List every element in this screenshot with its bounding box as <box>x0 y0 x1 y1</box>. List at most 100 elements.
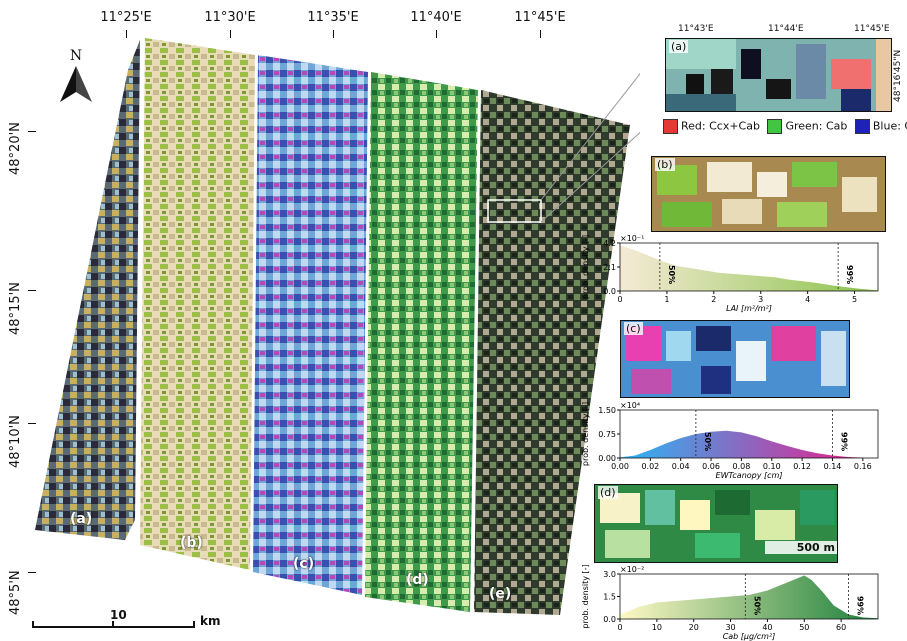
y-axis-label: prob. density [-] <box>581 402 590 466</box>
x-axis-label: Cab [μg/cm²] <box>723 632 776 641</box>
scale-value: 10 <box>110 608 127 622</box>
y-exponent: ×10⁻¹ <box>620 234 644 243</box>
inset-a-label: (a) <box>669 40 689 53</box>
x-tick-label: 0.14 <box>824 462 842 471</box>
x-tick-label: 0 <box>617 623 622 632</box>
lon-label-1: 11°25'E <box>100 10 152 25</box>
y-axis-label: prob. density [-] <box>581 564 590 628</box>
y-axis-label: prob. density [-] <box>581 235 590 299</box>
y-tick-label: 0.0 <box>603 615 616 624</box>
histogram-area <box>620 430 863 458</box>
y-tick-label: 1.5 <box>603 593 616 602</box>
x-tick-label: 0.02 <box>641 462 659 471</box>
y-tick-label: 0.00 <box>598 454 616 463</box>
y-tick-label: 2.1 <box>603 263 616 272</box>
inset-a-lon-3: 11°45'E <box>854 24 890 34</box>
strip-label-b: (b) <box>180 535 203 551</box>
percentile-label: 50% <box>752 596 761 615</box>
x-tick-label: 0.16 <box>854 462 872 471</box>
strip-c <box>253 55 368 595</box>
scale-bar: 10 km <box>32 608 232 633</box>
panel-b-label: (b) <box>655 158 675 171</box>
y-tick-label: 0.0 <box>603 287 616 296</box>
lon-tick <box>333 30 334 38</box>
panel-c-image: (c) <box>620 320 850 398</box>
x-tick-label: 30 <box>725 623 735 632</box>
x-axis-label: LAI [m²/m²] <box>726 304 772 313</box>
strip-a <box>35 40 140 540</box>
lon-tick <box>436 30 437 38</box>
scale-tick-mid <box>112 621 114 628</box>
panel-b-histogram: 0.0 2.1 4.2 0 1 2 3 4 5 ×10⁻¹ 50% 99% LAI [m²/m²] pro… <box>581 234 879 313</box>
scale-unit: km <box>200 614 221 628</box>
north-label: N <box>69 48 83 64</box>
x-tick-label: 60 <box>836 623 846 632</box>
strip-label-a: (a) <box>70 511 93 527</box>
y-tick-label: 3.0 <box>603 570 616 579</box>
strip-d <box>365 72 478 612</box>
x-tick-label: 10 <box>652 623 662 632</box>
inset-a-lon-1: 11°43'E <box>678 24 714 34</box>
strip-label-c: (c) <box>293 556 315 572</box>
strip-b <box>140 38 255 570</box>
panel-c-label: (c) <box>624 322 643 335</box>
scale-tick-right <box>193 621 195 628</box>
y-tick-label: 1.50 <box>598 406 616 415</box>
panel-d-image: (d) 500 m <box>594 484 838 563</box>
inset-a-image: (a) <box>665 38 892 112</box>
strip-label-d: (d) <box>406 572 429 588</box>
north-arrow-icon <box>60 66 92 102</box>
x-tick-label: 0.12 <box>793 462 811 471</box>
y-exponent: ×10⁻² <box>620 565 644 574</box>
y-tick-label: 0.75 <box>598 430 616 439</box>
lat-tick <box>28 572 36 573</box>
lon-label-3: 11°35'E <box>307 10 359 25</box>
x-tick-label: 4 <box>805 295 810 304</box>
histogram-area <box>620 245 878 291</box>
satellite-strips-map <box>35 38 640 615</box>
x-tick-label: 0 <box>617 295 622 304</box>
percentile-label: 99% <box>856 596 865 615</box>
x-axis-label: EWTcanopy [cm] <box>716 471 783 480</box>
panel-b-lai-map <box>652 157 885 231</box>
x-tick-label: 1 <box>664 295 669 304</box>
panel-b-image: (b) <box>651 156 886 232</box>
panel-d-histogram: 0.0 1.5 3.0 0 10 20 30 40 50 60 ×10⁻² 50% 99% Cab [μg… <box>581 564 879 641</box>
x-tick-label: 0.06 <box>702 462 720 471</box>
scale-tick-left <box>32 621 34 628</box>
lon-label-5: 11°45'E <box>514 10 566 25</box>
lat-tick <box>28 423 36 424</box>
x-tick-label: 0.10 <box>763 462 781 471</box>
panel-d-scale: 500 m <box>765 541 837 554</box>
lon-tick <box>230 30 231 38</box>
legend-blue-swatch <box>854 119 870 134</box>
y-tick-label: 4.2 <box>603 239 616 248</box>
lon-label-2: 11°30'E <box>204 10 256 25</box>
x-tick-label: 20 <box>689 623 699 632</box>
percentile-label: 50% <box>667 265 676 284</box>
panel-c-ewt-map <box>621 321 849 397</box>
x-tick-label: 2 <box>711 295 716 304</box>
panel-d-scale-value: 500 <box>796 541 820 554</box>
lon-tick <box>540 30 541 38</box>
lon-tick <box>126 30 127 38</box>
lon-label-4: 11°40'E <box>410 10 462 25</box>
strip-label-e: (e) <box>489 586 512 602</box>
inset-a-composite <box>666 39 891 111</box>
inset-a-lon-2: 11°44'E <box>768 24 804 34</box>
legend-blue-text: Blue: Cw <box>872 119 907 133</box>
panel-d-scale-unit: m <box>823 541 835 554</box>
lat-tick <box>28 131 36 132</box>
x-tick-label: 0.00 <box>611 462 629 471</box>
legend-green-text: Green: Cab <box>785 119 848 133</box>
x-tick-label: 0.08 <box>733 462 751 471</box>
x-tick-label: 40 <box>762 623 772 632</box>
inset-a-legend: Red: Ccx+Cab Green: Cab Blue: Cw <box>663 119 907 134</box>
x-tick-label: 5 <box>852 295 857 304</box>
panel-c-histogram: 0.00 0.75 1.50 0.00 0.02 0.04 0.06 0.08 0.10 0.12… <box>581 401 879 480</box>
x-tick-label: 3 <box>758 295 763 304</box>
lat-tick <box>28 290 36 291</box>
x-tick-label: 50 <box>799 623 809 632</box>
y-exponent: ×10⁴ <box>620 401 640 410</box>
percentile-label: 99% <box>839 432 848 451</box>
